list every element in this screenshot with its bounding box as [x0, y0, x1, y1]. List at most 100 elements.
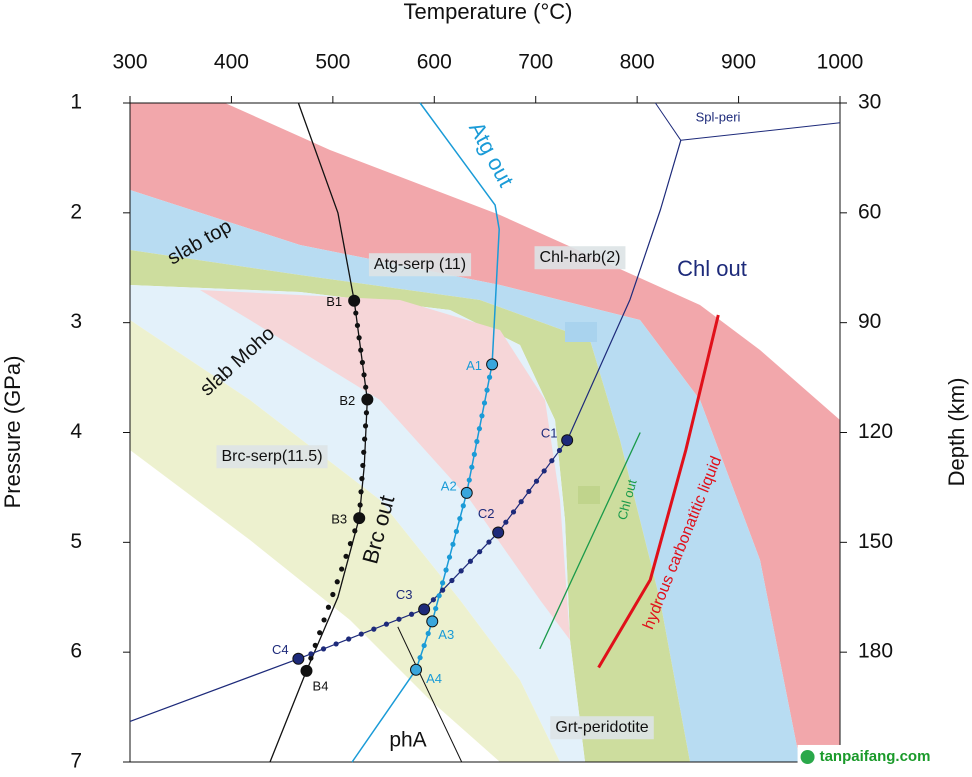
x-tick-label: 1000	[817, 51, 864, 74]
path-dot	[354, 322, 361, 329]
point	[418, 603, 431, 616]
path-dot	[481, 400, 488, 406]
path-dot	[358, 347, 364, 353]
path-dot	[347, 541, 354, 547]
path-dot	[440, 587, 446, 593]
point-label: C3	[396, 587, 413, 602]
point	[486, 358, 499, 371]
path-dot	[356, 335, 362, 341]
y-tick-label: 4	[70, 420, 82, 443]
path-dot	[476, 426, 483, 432]
path-dot	[484, 387, 490, 393]
field-bands	[130, 103, 840, 762]
path-dot	[361, 372, 367, 378]
label-box	[797, 744, 937, 768]
path-dot	[450, 541, 456, 547]
path-dot	[436, 593, 442, 599]
y2-tick-label: 180	[858, 640, 893, 663]
path-dot	[417, 655, 423, 661]
point-label: B2	[339, 393, 355, 408]
path-dot	[333, 641, 339, 647]
point-label: C4	[272, 642, 289, 657]
path-dot	[358, 631, 364, 637]
curve	[597, 314, 720, 669]
path-dot	[334, 579, 340, 585]
curve-label: Chl out	[677, 256, 747, 281]
band-pink	[200, 290, 570, 640]
y2-tick-label: 120	[858, 420, 893, 443]
annotation: phA	[389, 729, 426, 752]
label-box	[534, 246, 626, 270]
path-dot	[460, 503, 466, 509]
path-dot	[360, 462, 366, 469]
path-dot	[446, 554, 453, 560]
annotation: Atg-serp (11)	[374, 256, 466, 273]
path-dot	[320, 646, 327, 652]
y-tick-label: 5	[70, 530, 82, 553]
point	[292, 652, 305, 665]
path-dot	[533, 478, 540, 484]
x-tick-label: 400	[214, 51, 249, 74]
path-dot	[477, 549, 483, 555]
path-dot	[474, 438, 480, 445]
y2-tick-label: 60	[858, 200, 881, 223]
path-dot	[421, 642, 427, 649]
curve	[654, 102, 841, 141]
band-red	[130, 103, 840, 762]
path-dot	[549, 458, 555, 464]
path-dot	[312, 642, 318, 648]
path-dot	[363, 384, 369, 390]
path-dot	[352, 528, 358, 534]
point-label: C2	[478, 506, 495, 521]
y2-axis-title: Depth (km)	[944, 378, 969, 487]
x-tick-label: 500	[315, 51, 350, 74]
curve	[539, 432, 641, 650]
y-tick-label: 7	[70, 750, 82, 773]
path-dot	[343, 553, 349, 559]
y-tick-label: 1	[70, 91, 82, 114]
point	[492, 526, 505, 539]
patch	[565, 322, 597, 342]
path-dot	[359, 359, 365, 366]
path-dot	[346, 636, 352, 642]
point	[561, 434, 574, 447]
x-tick-label: 900	[721, 51, 756, 74]
path-dot	[458, 568, 464, 574]
y-tick-label: 6	[70, 640, 82, 663]
label-box	[216, 445, 328, 469]
path-dot	[469, 464, 475, 470]
point	[460, 486, 473, 499]
path-dot	[518, 499, 524, 505]
annotation: Grt-peridotite	[555, 719, 648, 736]
point-label: C1	[541, 426, 558, 441]
point	[426, 615, 439, 628]
path-dot	[308, 655, 314, 661]
watermark-icon	[800, 750, 815, 764]
path-dot	[510, 509, 517, 515]
path-dot	[486, 374, 493, 380]
annotation: tanpaifang.com	[820, 748, 931, 765]
y-tick-label: 2	[70, 200, 82, 223]
patch	[578, 486, 600, 504]
annotation: Chl-harb(2)	[540, 249, 621, 266]
path-dot	[453, 528, 459, 535]
path-dot	[353, 310, 359, 316]
path-dot	[467, 558, 474, 564]
path-dot	[408, 611, 415, 617]
path-dot	[357, 502, 363, 508]
point-label: A1	[466, 358, 482, 373]
path-dot	[330, 591, 336, 598]
path-dot	[466, 477, 472, 483]
path-dot	[359, 476, 365, 482]
band-yellow	[130, 320, 560, 762]
path-dot	[503, 519, 509, 525]
point	[300, 664, 313, 677]
path-dot	[363, 410, 370, 416]
path-dot	[317, 630, 323, 636]
band-blue	[130, 190, 800, 762]
point-label: A2	[441, 478, 457, 493]
y-axis-title: Pressure (GPa)	[0, 356, 25, 509]
path-dot	[541, 468, 547, 474]
annotation: Spl-peri	[696, 109, 741, 124]
